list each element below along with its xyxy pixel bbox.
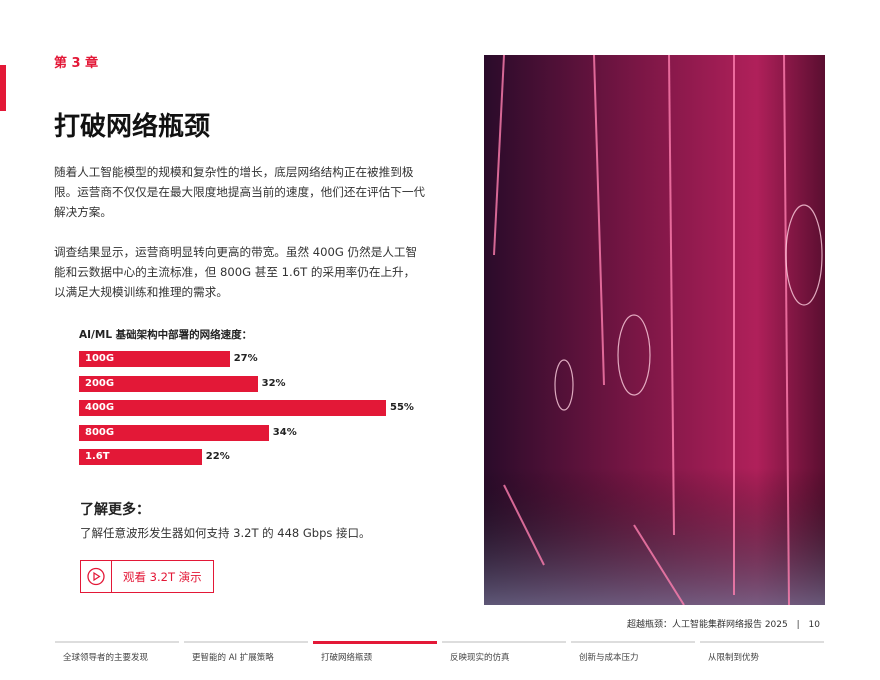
play-icon bbox=[87, 567, 105, 586]
category-label: 200G bbox=[85, 377, 115, 389]
learn-more-text: 了解任意波形发生器如何支持 3.2T 的 448 Gbps 接口。 bbox=[80, 526, 371, 540]
category-label: 400G bbox=[85, 402, 115, 413]
learn-more-heading: 了解更多： bbox=[80, 502, 150, 518]
bar bbox=[79, 351, 230, 367]
chart: 100G 27% 200G 32% 400G 55% 800G 34% 1.6T 22% bbox=[79, 351, 439, 476]
paragraph: 随着人工智能模型的规模和复杂性的增长，底层网络结构正在被推到极限。运营商不仅仅是… bbox=[54, 165, 426, 219]
nav-indicator bbox=[55, 641, 179, 643]
footer: 超越瓶颈：人工智能集群网络报告 2025 | 10 bbox=[627, 617, 820, 630]
button-label: 观看 3.2T 演示 bbox=[123, 570, 202, 584]
value-label: 55% bbox=[390, 402, 414, 413]
nav-item[interactable]: 打破网络瓶颈 bbox=[321, 653, 373, 663]
demo-button[interactable]: 观看 3.2T 演示 bbox=[80, 560, 214, 593]
nav-indicator bbox=[313, 641, 437, 644]
bar bbox=[79, 424, 269, 441]
value-label: 22% bbox=[205, 451, 230, 462]
value-label: 32% bbox=[261, 377, 286, 389]
nav-item[interactable]: 全球领导者的主要发现 bbox=[63, 653, 149, 663]
paragraph: 调查结果显示，运营商明显转向更高的带宽。虽然 400G 仍然是人工智能和云数据中… bbox=[54, 245, 418, 299]
nav-item[interactable]: 从限制到优势 bbox=[708, 653, 760, 663]
photo bbox=[484, 55, 825, 605]
bar bbox=[79, 449, 202, 465]
nav-indicator bbox=[442, 641, 566, 643]
category-label: 1.6T bbox=[85, 451, 110, 462]
nav-item[interactable]: 创新与成本压力 bbox=[579, 653, 639, 663]
category-label: 800G bbox=[85, 426, 115, 438]
report-name: 超越瓶颈：人工智能集群网络报告 2025 bbox=[626, 620, 788, 630]
title: 打破网络瓶颈 bbox=[54, 112, 211, 142]
accent-bar bbox=[0, 65, 6, 111]
nav-indicator bbox=[700, 641, 824, 643]
separator: | bbox=[796, 620, 800, 630]
chapter: 第 3 章 bbox=[54, 56, 99, 71]
nav-item[interactable]: 反映现实的仿真 bbox=[450, 653, 510, 663]
category-label: 100G bbox=[85, 353, 115, 364]
nav-indicator bbox=[184, 641, 308, 643]
bar bbox=[79, 375, 258, 392]
chart-title: AI/ML 基础架构中部署的网络速度： bbox=[79, 329, 253, 341]
page-number: 10 bbox=[808, 620, 820, 630]
nav-indicator bbox=[571, 641, 695, 643]
value-label: 27% bbox=[233, 353, 258, 364]
button-icon bbox=[81, 561, 112, 592]
nav-item[interactable]: 更智能的 AI 扩展策略 bbox=[192, 653, 274, 663]
value-label: 34% bbox=[272, 426, 297, 438]
bar bbox=[79, 400, 386, 416]
